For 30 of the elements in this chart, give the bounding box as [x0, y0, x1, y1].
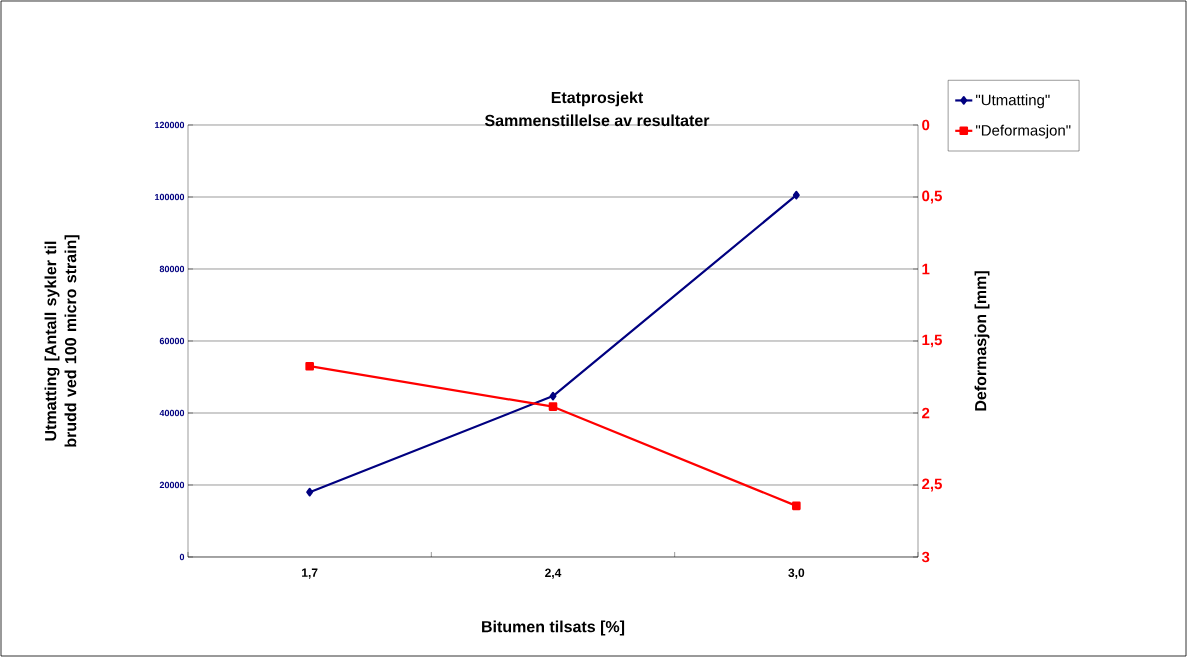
legend-label: "Deformasjon" — [976, 124, 1071, 139]
y-tick-label: 60000 — [159, 337, 185, 345]
chart-title: Etatprosjekt — [551, 91, 644, 107]
x-tick-label: 3,0 — [788, 568, 805, 579]
y-tick-label: 0 — [179, 553, 185, 561]
point — [792, 501, 801, 511]
x-axis-title: Bitumen tilsats [%] — [482, 620, 625, 636]
y-tick-label: 20000 — [159, 481, 185, 489]
point — [306, 487, 314, 497]
y-tick-label: 120000 — [155, 121, 185, 129]
y2-tick-label: 2,5 — [922, 478, 942, 492]
point — [305, 361, 314, 371]
y-tick-label: 40000 — [159, 409, 185, 417]
y-axis-title: Utmatting [Antall sykler til brudd ved 100 micro strain] — [44, 235, 80, 447]
x-tick-label: 1,7 — [302, 568, 318, 579]
x-tick-label: 2,4 — [545, 568, 562, 579]
y2-tick-label: 0 — [922, 119, 930, 131]
legend-label: "Utmatting" — [976, 94, 1050, 109]
y-tick-label: 80000 — [159, 265, 185, 273]
y2-tick-label: 0,5 — [922, 190, 942, 204]
y2-axis-title: Deformasjon [mm] — [974, 271, 990, 411]
y2-tick-label: 1,5 — [922, 334, 942, 348]
point — [792, 190, 800, 200]
y2-tick-label: 3 — [921, 551, 930, 563]
point — [548, 402, 558, 411]
point — [549, 391, 557, 401]
y-tick-label: 100000 — [155, 193, 185, 201]
chart-subtitle: Sammenstillelse av resultater — [484, 114, 710, 127]
y2-tick-label: 1 — [922, 263, 930, 275]
y2-tick-label: 2 — [922, 407, 930, 419]
